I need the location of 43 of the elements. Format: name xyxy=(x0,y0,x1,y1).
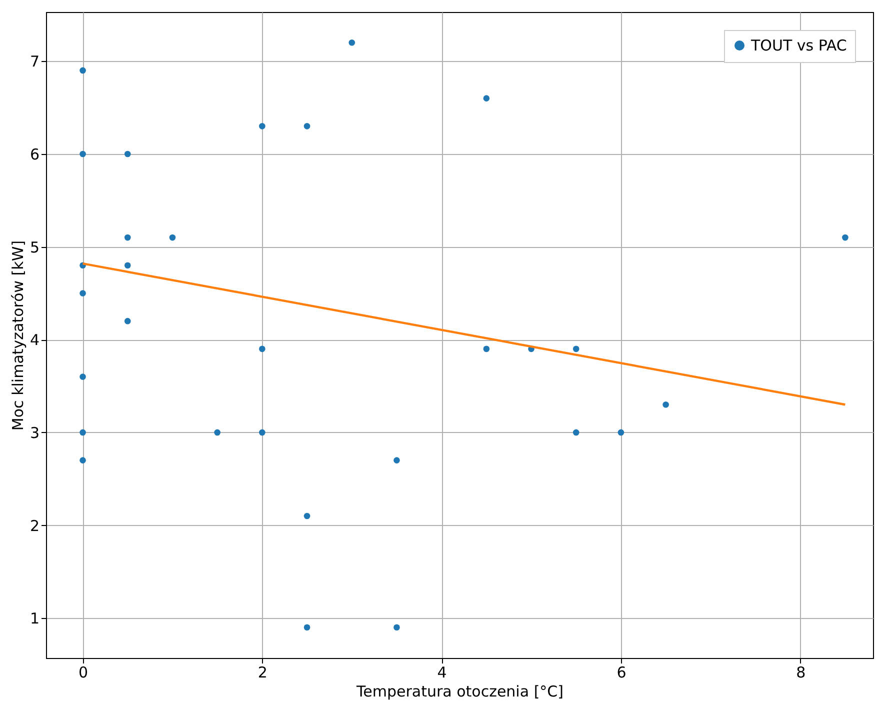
point xyxy=(80,150,86,158)
x-tick-label: 2 xyxy=(258,664,268,682)
point xyxy=(80,67,86,74)
point xyxy=(80,290,86,296)
y-axis-title: Moc klimatyzatorów [kW] xyxy=(8,240,27,431)
point xyxy=(483,95,490,102)
y-tick-label: 6 xyxy=(30,146,40,164)
point xyxy=(169,234,176,241)
point xyxy=(259,123,266,130)
y-tick-label: 2 xyxy=(30,516,40,535)
x-tick-label: 8 xyxy=(796,664,806,682)
x-axis-title: Temperatura otoczenia [°C] xyxy=(356,682,564,700)
point xyxy=(304,624,310,631)
point xyxy=(572,346,580,352)
point xyxy=(842,234,848,241)
x-tick-label: 0 xyxy=(78,664,88,682)
point xyxy=(80,457,86,464)
point xyxy=(394,457,400,464)
point xyxy=(259,346,266,352)
x-tick-label: 4 xyxy=(437,664,447,682)
point xyxy=(124,234,131,241)
point xyxy=(214,429,220,436)
legend-label: TOUT vs PAC xyxy=(750,36,847,54)
y-tick-label: 1 xyxy=(30,610,40,628)
y-tick-label: 5 xyxy=(30,238,40,256)
point xyxy=(124,262,131,269)
x-tick-label: 6 xyxy=(616,664,626,682)
point xyxy=(572,429,580,436)
point xyxy=(394,624,400,631)
point xyxy=(304,123,310,130)
y-tick-label: 4 xyxy=(30,331,40,350)
point xyxy=(348,39,356,46)
y-tick-label: 7 xyxy=(30,52,40,71)
point xyxy=(662,401,669,408)
point xyxy=(483,346,490,352)
point xyxy=(80,429,86,436)
point xyxy=(80,374,86,380)
point xyxy=(259,429,266,436)
point xyxy=(124,318,131,324)
point xyxy=(618,429,624,436)
point xyxy=(304,512,310,520)
point xyxy=(124,150,131,158)
y-tick-label: 3 xyxy=(30,424,40,442)
